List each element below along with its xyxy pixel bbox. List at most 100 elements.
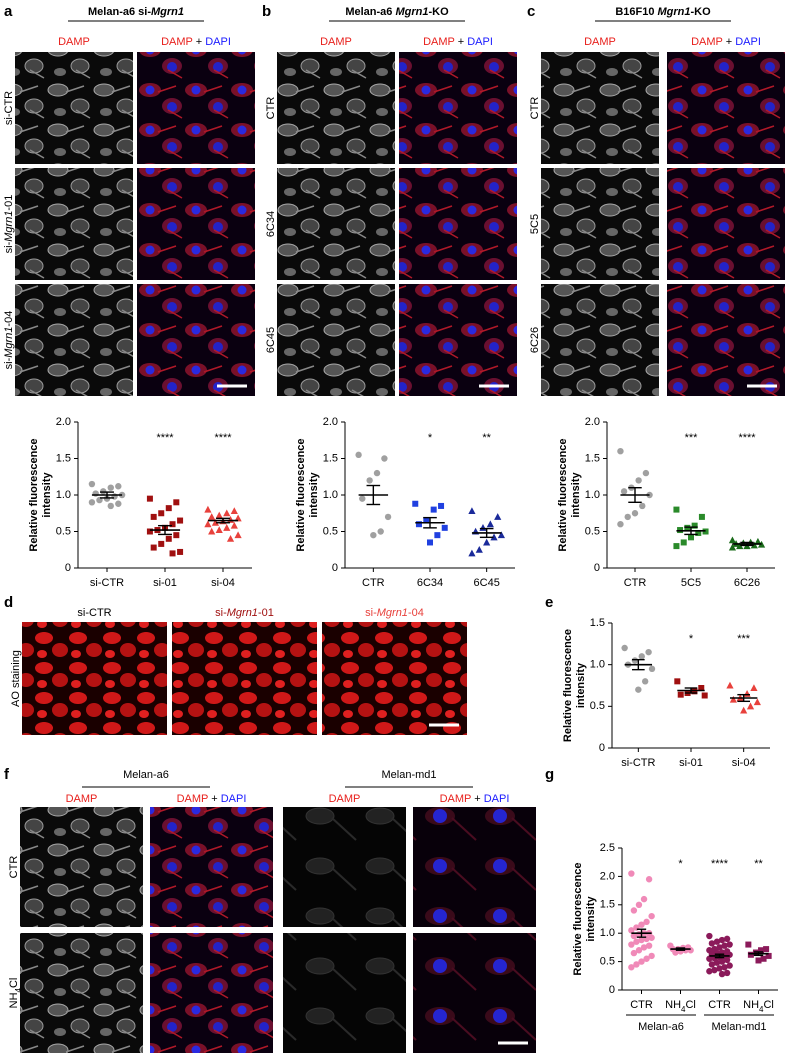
data-point	[728, 536, 737, 544]
column-header: DAMP + DAPI	[177, 793, 247, 805]
x-tick-label: 6C45	[474, 577, 500, 589]
y-tick-label: 1.0	[323, 489, 338, 501]
data-point	[716, 965, 723, 972]
text-part: DAPI	[467, 36, 493, 48]
significance: **	[482, 432, 491, 444]
significance: ****	[738, 432, 756, 444]
x-tick-label: si-01	[153, 577, 177, 589]
text-part: 5C5	[529, 214, 541, 234]
text-part: DAMP	[66, 793, 98, 805]
micrograph	[22, 622, 167, 735]
micrograph	[413, 807, 536, 927]
data-point	[434, 532, 441, 539]
text-part: Mgrn1	[658, 6, 691, 18]
data-point	[638, 936, 645, 944]
data-point	[211, 518, 220, 526]
text-part: 6C26	[529, 327, 541, 353]
data-point	[468, 507, 476, 515]
data-point	[115, 500, 122, 507]
data-point	[427, 539, 433, 546]
data-point	[107, 502, 114, 510]
data-point	[723, 969, 731, 977]
data-point	[412, 500, 419, 507]
micrograph	[137, 284, 255, 396]
data-point	[640, 895, 648, 903]
data-point	[677, 691, 684, 698]
micrograph	[150, 807, 273, 927]
micrograph	[15, 284, 133, 396]
data-point	[754, 537, 762, 545]
data-point	[479, 524, 487, 531]
data-point	[497, 531, 505, 539]
data-point	[430, 506, 437, 513]
data-point	[740, 706, 748, 714]
text-part: NH	[743, 999, 759, 1011]
y-tick-label: 1.5	[590, 617, 605, 629]
y-tick-label: 1.0	[590, 659, 605, 671]
significance: *	[689, 633, 694, 645]
text-part: si-CTR	[3, 91, 15, 125]
text-part: si-	[215, 607, 227, 619]
data-point	[698, 513, 705, 520]
data-point	[736, 542, 744, 550]
data-point	[691, 522, 698, 529]
micrograph	[283, 933, 406, 1053]
data-point	[642, 469, 650, 477]
text-part: -04	[408, 607, 424, 619]
column-header: si-Mgrn1-04	[365, 607, 424, 619]
data-point	[763, 946, 770, 953]
x-tick-label: CTR	[624, 577, 647, 589]
panel-letter: f	[4, 766, 10, 783]
text-part: Mgrn1	[377, 607, 408, 619]
significance: ****	[156, 432, 174, 444]
significance: ***	[685, 432, 699, 444]
data-point	[423, 517, 430, 524]
micrograph	[277, 284, 395, 396]
data-point	[648, 934, 655, 941]
text-part: DAPI	[205, 36, 231, 48]
row-label: CTR	[265, 97, 277, 120]
data-point	[698, 685, 705, 691]
x-tick-label: NH4Cl	[743, 999, 774, 1014]
column-header: DAMP	[58, 36, 90, 48]
significance: ****	[711, 858, 729, 870]
data-point	[635, 477, 642, 484]
y-tick-label: 0	[65, 562, 71, 574]
y-tick-label: 1.5	[56, 452, 71, 464]
data-point	[721, 942, 728, 949]
data-point	[617, 521, 624, 528]
data-point	[755, 957, 762, 964]
text-part: 6C34	[265, 211, 277, 237]
panel-letter: b	[262, 3, 271, 20]
data-point	[688, 534, 694, 541]
data-point	[441, 524, 448, 531]
data-point	[706, 932, 713, 940]
text-part: DAMP	[329, 793, 361, 805]
y-axis-label: Relative fluorescence	[562, 629, 574, 742]
text-part: DAMP	[584, 36, 616, 48]
y-tick-label: 0.5	[56, 525, 71, 537]
data-point	[370, 531, 377, 539]
y-tick-label: 0.5	[590, 700, 605, 712]
group-label: Melan-md1	[711, 1021, 766, 1033]
data-point	[158, 510, 165, 517]
data-point	[746, 702, 755, 710]
micrograph	[137, 52, 255, 164]
data-point	[204, 505, 212, 513]
significance: *	[428, 432, 433, 444]
significance: ****	[214, 432, 232, 444]
data-point	[486, 520, 494, 528]
x-tick-label: CTR	[708, 999, 731, 1011]
data-point	[641, 678, 649, 685]
data-point	[750, 684, 758, 691]
data-point	[638, 958, 645, 965]
text-part: NH	[8, 992, 20, 1008]
y-tick-label: 1.0	[56, 489, 71, 501]
y-axis-label: intensity	[308, 472, 320, 518]
data-point	[494, 513, 502, 520]
column-header: si-CTR	[77, 607, 111, 619]
x-tick-label: CTR	[630, 999, 653, 1011]
y-tick-label: 0	[609, 984, 615, 996]
data-point	[708, 940, 716, 947]
